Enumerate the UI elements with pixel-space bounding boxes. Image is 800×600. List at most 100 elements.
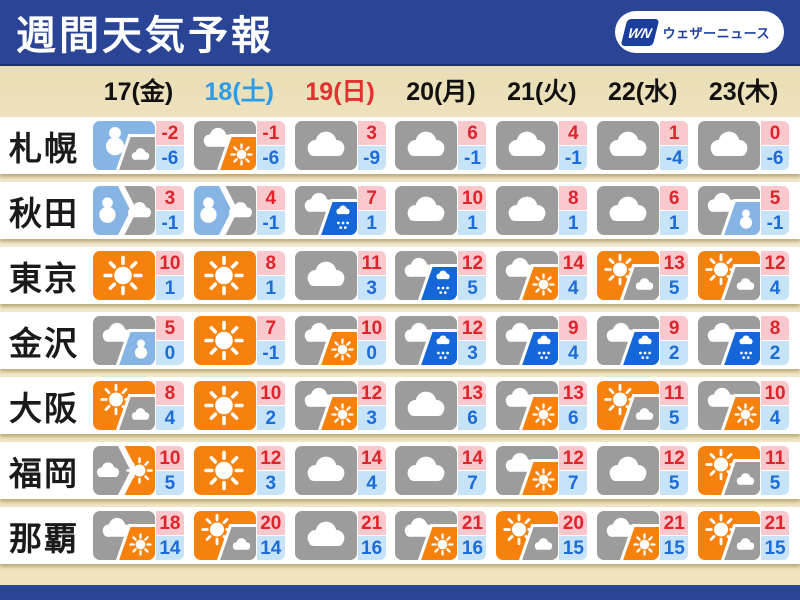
low-temp: -1	[155, 211, 184, 235]
forecast-cell: 4 -1	[491, 121, 592, 170]
city-label: 那覇	[9, 519, 79, 557]
high-temp: 18	[155, 511, 184, 535]
temperature-box: 21 16	[357, 511, 386, 560]
high-temp: 21	[458, 511, 487, 535]
forecast-cell: 3 -1	[88, 186, 189, 235]
low-temp: -1	[256, 211, 285, 235]
temperature-box: 0 -6	[761, 121, 790, 170]
cloudy-icon	[496, 186, 559, 235]
sunny-then-cloudy-icon	[92, 381, 155, 430]
high-temp: 6	[660, 186, 689, 210]
temperature-box: 11 3	[357, 251, 386, 300]
date-label: 22(水)	[607, 78, 678, 106]
temperature-box: 10 0	[357, 316, 386, 365]
temperature-box: -1 -6	[256, 121, 285, 170]
cloudy-icon	[294, 121, 357, 170]
forecast-cell: 7 -1	[189, 316, 290, 365]
temperature-box: 21 16	[458, 511, 487, 560]
temperature-box: 11 5	[660, 381, 689, 430]
cloudy-icon	[395, 381, 458, 430]
cloudy-then-sunny-icon	[496, 381, 559, 430]
low-temp: 4	[357, 471, 386, 495]
high-temp: 11	[357, 251, 386, 275]
forecast-row: 秋田 3 -1 4 -1 7 1 10 1 8 1 6 1 5 -1	[0, 182, 800, 239]
forecast-row: 大阪 8 4 10 2 12 3 13 6 13 6 11 5 10 4	[0, 377, 800, 434]
cloudy-icon	[294, 446, 357, 495]
temperature-box: 12 3	[256, 446, 285, 495]
forecast-cell: 10 4	[693, 381, 794, 430]
bottom-bar	[0, 585, 800, 600]
city-label: 福岡	[9, 454, 79, 492]
cloudy-then-rain-icon	[395, 251, 458, 300]
cloudy-then-snow-icon	[92, 316, 155, 365]
low-temp: 5	[761, 471, 790, 495]
temperature-box: 6 -1	[458, 121, 487, 170]
high-temp: 10	[357, 316, 386, 340]
temperature-box: 12 4	[761, 251, 790, 300]
low-temp: -1	[458, 146, 487, 170]
high-temp: 21	[761, 511, 790, 535]
cloudy-then-sunny-icon	[193, 121, 256, 170]
city-label: 金沢	[9, 324, 79, 362]
cloudy-icon	[395, 186, 458, 235]
forecast-cell: 18 14	[88, 511, 189, 560]
city-label: 秋田	[9, 194, 79, 232]
temperature-box: 12 3	[357, 381, 386, 430]
cloudy-icon	[597, 186, 660, 235]
high-temp: 5	[761, 186, 790, 210]
high-temp: 10	[761, 381, 790, 405]
temperature-box: 3 -1	[155, 186, 184, 235]
high-temp: 4	[256, 186, 285, 210]
low-temp: 5	[458, 276, 487, 300]
low-temp: 4	[559, 276, 588, 300]
temperature-box: 13 6	[458, 381, 487, 430]
low-temp: 2	[660, 341, 689, 365]
low-temp: 5	[660, 406, 689, 430]
low-temp: 3	[256, 471, 285, 495]
cloudy-then-sunny-icon	[395, 511, 458, 560]
low-temp: 4	[761, 276, 790, 300]
low-temp: 5	[660, 471, 689, 495]
cloudy-to-sunny-icon	[92, 446, 155, 495]
temperature-box: 10 4	[761, 381, 790, 430]
temperature-box: 11 5	[761, 446, 790, 495]
low-temp: 4	[559, 341, 588, 365]
date-label: 18(土)	[204, 78, 274, 106]
sunny-then-cloudy-icon	[193, 511, 256, 560]
forecast-cell: 10 1	[88, 251, 189, 300]
forecast-cell: 11 5	[693, 446, 794, 495]
city-label: 札幌	[9, 129, 79, 167]
title-bar: 週間天気予報 WN ウェザーニュース	[0, 0, 800, 66]
sunny-then-cloudy-icon	[698, 511, 761, 560]
low-temp: 4	[155, 406, 184, 430]
date-label: 19(日)	[305, 78, 375, 106]
forecast-cell: 21 16	[290, 511, 391, 560]
sunny-icon	[193, 381, 256, 430]
high-temp: 8	[256, 251, 285, 275]
forecast-cell: 21 15	[693, 511, 794, 560]
low-temp: -4	[660, 146, 689, 170]
cloudy-then-sunny-icon	[496, 251, 559, 300]
high-temp: 1	[660, 121, 689, 145]
date-header-row: 17(金) 18(土) 19(日) 20(月) 21(火) 22(水) 23(木)	[0, 66, 800, 114]
low-temp: 1	[660, 211, 689, 235]
low-temp: 14	[256, 536, 285, 560]
low-temp: 3	[458, 341, 487, 365]
cloudy-icon	[698, 121, 761, 170]
forecast-cell: 21 16	[391, 511, 492, 560]
forecast-cell: 14 4	[290, 446, 391, 495]
high-temp: 12	[357, 381, 386, 405]
low-temp: -1	[256, 341, 285, 365]
temperature-box: 13 6	[559, 381, 588, 430]
cloudy-then-rain-icon	[294, 186, 357, 235]
low-temp: 1	[458, 211, 487, 235]
forecast-cell: 5 -1	[693, 186, 794, 235]
cloudy-icon	[496, 121, 559, 170]
